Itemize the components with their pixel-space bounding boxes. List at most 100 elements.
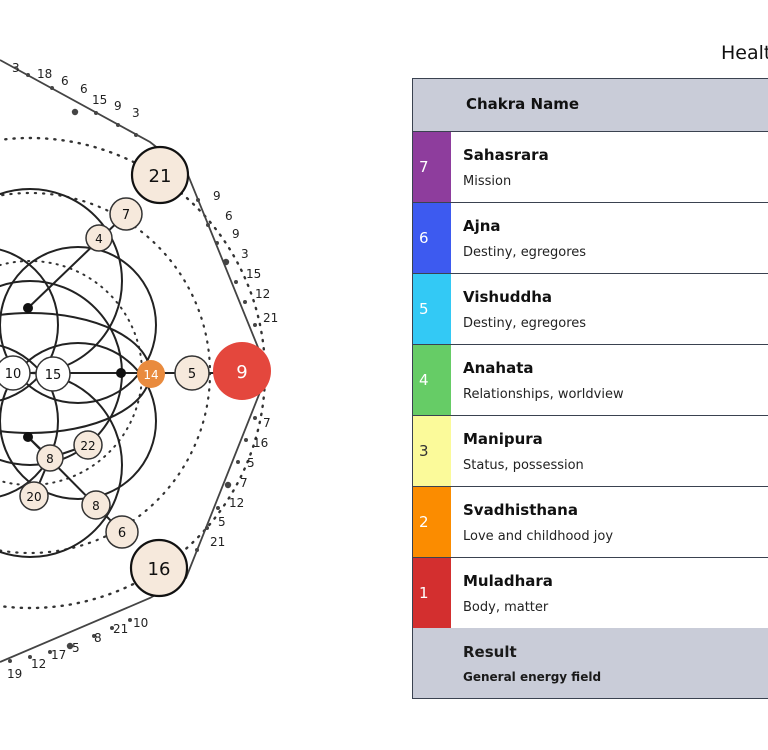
- result-label: Result: [463, 643, 517, 661]
- chakra-name: Sahasrara: [463, 146, 549, 164]
- node-upper-b: 4: [85, 224, 113, 252]
- svg-text:12: 12: [31, 657, 46, 671]
- dot-upper: [23, 303, 33, 313]
- svg-text:15: 15: [92, 93, 107, 107]
- svg-text:8: 8: [92, 499, 100, 513]
- node-center-b: 15: [35, 356, 71, 392]
- chakra-name: Ajna: [463, 217, 501, 235]
- svg-text:7: 7: [122, 208, 130, 223]
- result-row: Result General energy field: [413, 628, 768, 698]
- chakra-name: Manipura: [463, 430, 543, 448]
- svg-text:9: 9: [114, 99, 122, 113]
- svg-text:21: 21: [263, 311, 278, 325]
- svg-text:10: 10: [133, 616, 148, 630]
- chakra-name: Vishuddha: [463, 288, 553, 306]
- svg-text:9: 9: [232, 227, 240, 241]
- lower-right-scale: 7 16 5 7 12 5 21: [210, 416, 271, 549]
- node-lower-d: 8: [81, 490, 111, 520]
- chakra-table: Chakra Name 7 Sahasrara Mission 6 Ajna D…: [412, 78, 768, 699]
- svg-text:7: 7: [263, 416, 271, 430]
- bottom-scale: 10 21 8 5 17 12 19: [7, 616, 148, 681]
- svg-text:15: 15: [45, 368, 62, 383]
- table-row: 1 Muladhara Body, matter: [413, 558, 768, 629]
- svg-text:19: 19: [7, 667, 22, 681]
- chakra-description: Relationships, worldview: [463, 387, 624, 402]
- node-upper-a: 7: [109, 197, 143, 231]
- node-right-small: 5: [174, 355, 210, 391]
- svg-text:8: 8: [94, 631, 102, 645]
- svg-text:6: 6: [225, 209, 233, 223]
- node-lower-b: 6: [105, 515, 139, 549]
- chakra-number: 3: [413, 416, 451, 486]
- svg-text:6: 6: [80, 82, 88, 96]
- chakra-description: Status, possession: [463, 458, 584, 473]
- dot-lower: [23, 432, 33, 442]
- chakra-number: 7: [413, 132, 451, 202]
- node-lower-a: 8: [36, 444, 64, 472]
- svg-text:12: 12: [255, 287, 270, 301]
- node-bottom-big: 16: [129, 538, 189, 598]
- table-row: 3 Manipura Status, possession: [413, 416, 768, 487]
- chakra-number: 6: [413, 203, 451, 273]
- table-row: 4 Anahata Relationships, worldview: [413, 345, 768, 416]
- svg-text:15: 15: [246, 267, 261, 281]
- chakra-description: Destiny, egregores: [463, 245, 587, 260]
- chakra-name: Anahata: [463, 359, 534, 377]
- upper-right-scale: 9 6 9 3 15 12 21: [213, 189, 278, 325]
- svg-text:3: 3: [12, 61, 20, 75]
- svg-text:6: 6: [61, 74, 69, 88]
- svg-text:5: 5: [218, 515, 226, 529]
- chakra-description: Love and childhood joy: [463, 529, 614, 544]
- dot-center: [116, 368, 126, 378]
- svg-text:5: 5: [188, 367, 196, 382]
- svg-text:14: 14: [143, 368, 158, 382]
- svg-text:6: 6: [118, 526, 126, 541]
- top-scale: 3 18 6 6 15 9 3: [12, 61, 140, 120]
- table-row: 6 Ajna Destiny, egregores: [413, 203, 768, 274]
- svg-text:16: 16: [148, 559, 171, 580]
- svg-text:20: 20: [26, 490, 41, 504]
- svg-text:9: 9: [213, 189, 221, 203]
- svg-text:8: 8: [46, 452, 54, 466]
- table-row: 5 Vishuddha Destiny, egregores: [413, 274, 768, 345]
- svg-text:5: 5: [72, 641, 80, 655]
- matrix-diagram: 3 18 6 6 15 9 3 9 6 9 3 15 12 21 7 16 5 …: [0, 59, 278, 681]
- svg-text:21: 21: [149, 166, 172, 187]
- chakra-description: Mission: [463, 174, 512, 189]
- chakra-name: Muladhara: [463, 572, 553, 590]
- svg-text:10: 10: [5, 367, 22, 382]
- node-lower-c: 22: [73, 430, 103, 460]
- node-right-big: 9: [213, 342, 271, 400]
- svg-text:3: 3: [132, 106, 140, 120]
- column-header-chakra-name: Chakra Name: [466, 95, 580, 113]
- chakra-description: Body, matter: [463, 600, 549, 615]
- node-top-big: 21: [130, 145, 190, 205]
- svg-text:9: 9: [236, 362, 247, 383]
- table-row: 7 Sahasrara Mission: [413, 132, 768, 203]
- chakra-number: 2: [413, 487, 451, 557]
- table-header: Chakra Name: [413, 79, 768, 132]
- chakra-description: Destiny, egregores: [463, 316, 587, 331]
- chakra-number: 1: [413, 558, 451, 628]
- svg-text:21: 21: [113, 622, 128, 636]
- svg-text:22: 22: [80, 439, 95, 453]
- node-orange: 14: [137, 360, 165, 388]
- svg-text:3: 3: [241, 247, 249, 261]
- result-description: General energy field: [463, 670, 602, 684]
- node-lower-e: 20: [19, 481, 49, 511]
- table-row: 2 Svadhisthana Love and childhood joy: [413, 487, 768, 558]
- chakra-number: 4: [413, 345, 451, 415]
- svg-text:5: 5: [247, 456, 255, 470]
- node-center-a: 10: [0, 355, 31, 391]
- svg-text:4: 4: [95, 232, 103, 246]
- chakra-number: 5: [413, 274, 451, 344]
- chakra-name: Svadhisthana: [463, 501, 578, 519]
- frame-ticks: [8, 73, 257, 663]
- svg-text:12: 12: [229, 496, 244, 510]
- page-title: Healt: [721, 42, 768, 64]
- svg-text:17: 17: [51, 648, 66, 662]
- svg-text:7: 7: [240, 476, 248, 490]
- svg-text:16: 16: [253, 436, 268, 450]
- svg-text:18: 18: [37, 67, 52, 81]
- svg-text:21: 21: [210, 535, 225, 549]
